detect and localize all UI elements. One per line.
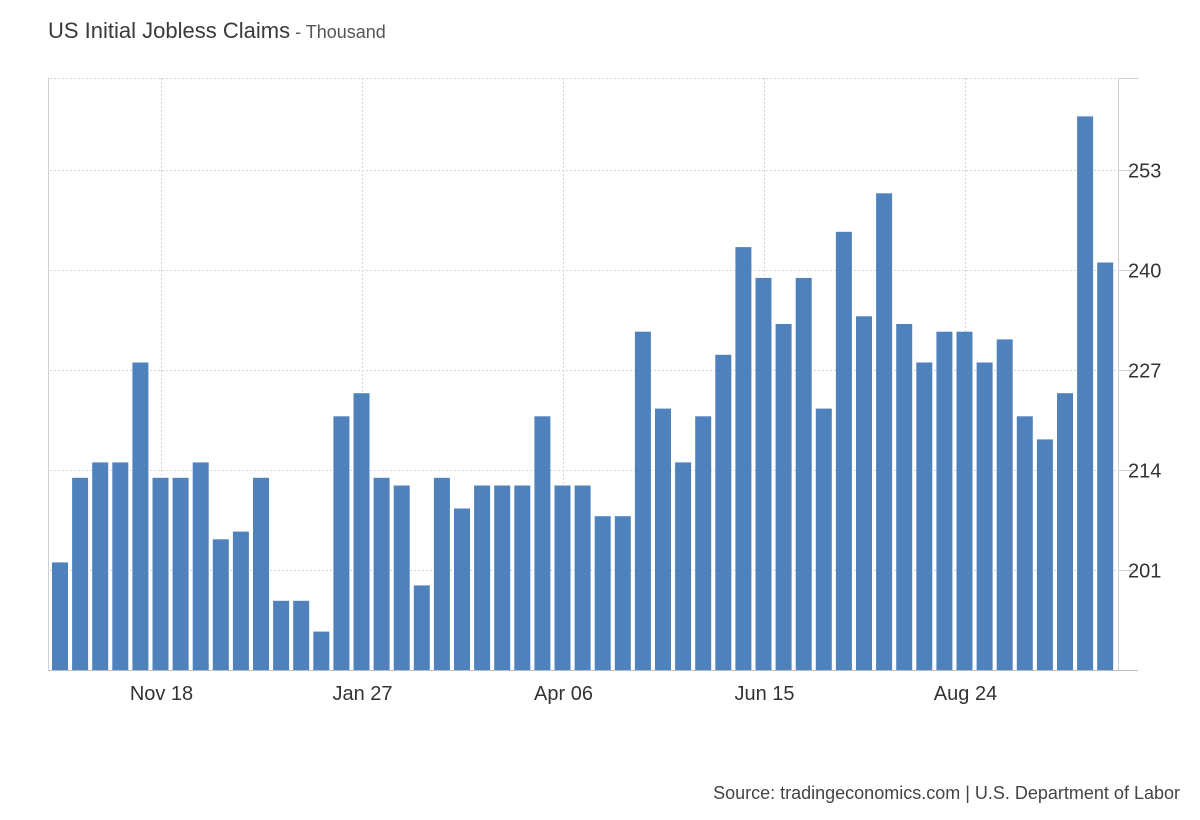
bar: [1097, 262, 1114, 670]
bar: [172, 477, 189, 670]
axes: [48, 78, 1138, 671]
bar: [413, 585, 430, 670]
bar: [273, 600, 290, 670]
bar: [353, 393, 370, 670]
x-tick-label: Jan 27: [332, 683, 392, 705]
bar: [52, 562, 68, 670]
bar: [373, 477, 390, 670]
x-tick-labels: Nov 18 Jan 27 Apr 06 Jun 15 Aug 24: [130, 683, 997, 705]
bar-series: [52, 116, 1114, 671]
bar: [92, 462, 109, 670]
y-tick-label: 227: [1128, 361, 1161, 383]
bar: [212, 539, 229, 670]
y-tick-label: 253: [1128, 161, 1161, 183]
bar: [574, 485, 591, 670]
bar: [1036, 439, 1053, 670]
bar: [876, 193, 893, 671]
y-tick-label: 240: [1128, 261, 1161, 283]
x-tick-label: Aug 24: [934, 683, 997, 705]
bar: [152, 477, 169, 670]
chart-unit: Thousand: [305, 22, 386, 42]
bar: [996, 339, 1013, 670]
bar: [956, 331, 973, 670]
bar: [775, 324, 792, 670]
bar: [735, 247, 752, 670]
bar: [514, 485, 531, 670]
source-note: Source: tradingeconomics.com | U.S. Depa…: [713, 783, 1180, 803]
bar: [634, 331, 651, 670]
bar: [313, 631, 330, 670]
bar: [253, 477, 269, 670]
bar: [1077, 116, 1094, 670]
bar: [393, 485, 410, 670]
bar: [72, 477, 89, 670]
bar: [554, 485, 571, 670]
bar: [715, 354, 732, 670]
bar: [815, 408, 832, 670]
bar: [232, 531, 249, 670]
bar: [695, 416, 712, 670]
bar: [293, 600, 310, 670]
bar: [655, 408, 671, 670]
bar: [916, 362, 933, 670]
bar: [976, 362, 993, 670]
y-tick-labels: 201 214 227 240 253: [1128, 161, 1161, 583]
bar: [1057, 393, 1073, 670]
bar: [614, 516, 631, 670]
bar: [192, 462, 209, 670]
bar: [594, 516, 611, 670]
x-tick-label: Nov 18: [130, 683, 193, 705]
bar: [474, 485, 491, 670]
bar: [1016, 416, 1033, 670]
bar: [856, 316, 872, 670]
chart-title-text: US Initial Jobless Claims: [48, 18, 291, 43]
bar: [534, 416, 551, 670]
chart-title: US Initial Jobless Claims - Thousand: [48, 18, 386, 44]
x-tick-label: Jun 15: [734, 683, 794, 705]
bar: [132, 362, 149, 670]
bar: [936, 331, 953, 670]
bar: [835, 231, 852, 671]
bar: [494, 485, 511, 670]
y-tick-label: 201: [1128, 561, 1161, 583]
bar: [333, 416, 350, 670]
y-tick-label: 214: [1128, 461, 1161, 483]
bar: [433, 477, 450, 670]
bar: [896, 324, 913, 670]
x-tick-label: Apr 06: [534, 683, 593, 705]
bar: [675, 462, 692, 670]
bar: [795, 277, 812, 670]
bar: [112, 462, 129, 670]
bar: [454, 508, 470, 670]
title-separator: -: [290, 22, 306, 42]
bar: [755, 277, 772, 670]
